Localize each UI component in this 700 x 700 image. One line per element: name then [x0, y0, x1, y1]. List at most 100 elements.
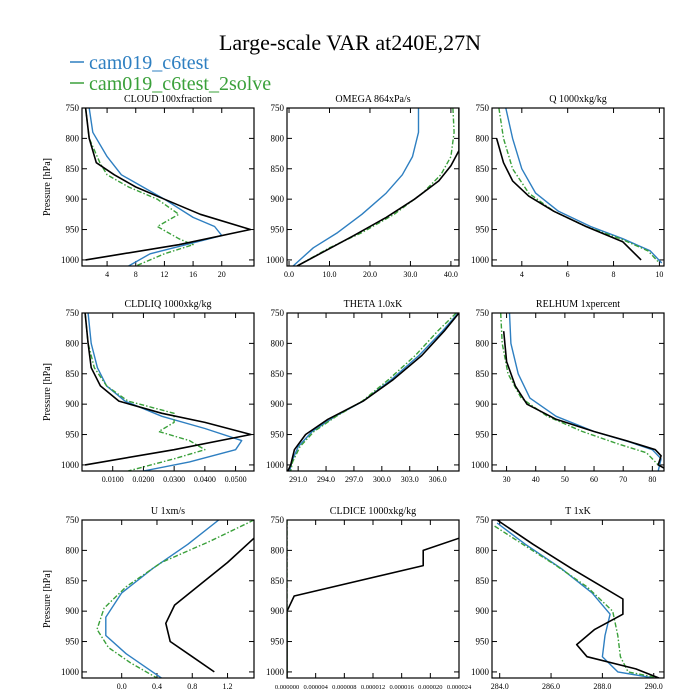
- x-tick-label: 0.0500: [225, 475, 247, 484]
- x-tick-label: 0.4: [152, 682, 162, 691]
- y-tick-label: 900: [476, 606, 490, 616]
- y-tick-label: 1000: [61, 667, 80, 677]
- x-tick-label: 30: [503, 475, 511, 484]
- y-tick-label: 750: [66, 515, 80, 525]
- y-tick-label: 1000: [266, 255, 285, 265]
- y-tick-label: 950: [66, 637, 80, 647]
- y-tick-label: 1000: [61, 255, 80, 265]
- y-tick-label: 850: [66, 369, 80, 379]
- x-tick-label: 20: [218, 270, 226, 279]
- x-tick-label: 8: [612, 270, 616, 279]
- panel-title: T 1xK: [565, 506, 591, 517]
- y-tick-label: 800: [476, 133, 490, 143]
- panel-5: THETA 1.0xK 750 800 850 900 950 1000 291.0 294.0…: [266, 299, 460, 484]
- series-group: [495, 108, 663, 264]
- y-tick-label: 850: [66, 576, 80, 586]
- x-tick-label: 10.0: [322, 270, 336, 279]
- y-tick-label: 900: [66, 194, 80, 204]
- y-tick-label: 950: [271, 225, 285, 235]
- series-line-reference: [287, 313, 459, 471]
- x-tick-label: 288.0: [593, 682, 611, 691]
- series-line-cam019_c6test_2solve: [84, 313, 206, 471]
- x-tick-label: 0.000008: [332, 684, 356, 691]
- x-tick-label: 4: [520, 270, 524, 279]
- panel-frame: [286, 312, 460, 472]
- panel-frame: [286, 519, 460, 679]
- y-tick-label: 800: [476, 338, 490, 348]
- panel-frame: [491, 107, 665, 267]
- y-tick-label: 900: [66, 606, 80, 616]
- x-tick-label: 0.0: [284, 270, 294, 279]
- panel-title: THETA 1.0xK: [344, 299, 403, 310]
- series-line-cam019_c6test: [105, 520, 220, 678]
- y-tick-label: 900: [271, 606, 285, 616]
- y-axis-label: Pressure [hPa]: [42, 570, 53, 628]
- y-tick-label: 750: [271, 308, 285, 318]
- series-line-cam019_c6test: [292, 108, 420, 266]
- series-line-reference: [287, 537, 459, 678]
- y-tick-label: 750: [66, 103, 80, 113]
- y-tick-label: 900: [476, 399, 490, 409]
- panel-frame: [286, 107, 460, 267]
- panel-4: CLDLIQ 1000xkg/kg Pressure [hPa] 750 800 850…: [42, 299, 255, 484]
- series-line-cam019_c6test: [505, 108, 663, 264]
- panel-2: OMEGA 864xPa/s 750 800 850 900 950 1000 0.0 10.0…: [266, 94, 460, 279]
- series-line-cam019_c6test: [88, 108, 223, 266]
- x-tick-label: 40.0: [444, 270, 458, 279]
- x-tick-label: 0.000016: [389, 684, 414, 691]
- panel-frame: [81, 519, 255, 679]
- x-tick-label: 40: [532, 475, 540, 484]
- panel-7: U 1xm/s Pressure [hPa] 750 800 850 900 950 1000…: [42, 506, 255, 691]
- x-tick-label: 297.0: [345, 475, 363, 484]
- series-line-reference: [165, 537, 254, 673]
- series-group: [96, 520, 254, 678]
- series-group: [494, 520, 660, 678]
- y-tick-label: 950: [476, 430, 490, 440]
- series-line-reference: [296, 108, 459, 266]
- legend-label-cam019_c6test_2solve: cam019_c6test_2solve: [89, 73, 271, 95]
- x-tick-label: 303.0: [401, 475, 419, 484]
- series-group: [287, 520, 459, 678]
- y-tick-label: 850: [271, 164, 285, 174]
- y-tick-label: 950: [271, 430, 285, 440]
- series-line-cam019_c6test_2solve: [500, 313, 659, 466]
- y-tick-label: 900: [271, 399, 285, 409]
- x-tick-label: 60: [590, 475, 598, 484]
- x-tick-label: 0.000000: [275, 684, 299, 691]
- x-tick-label: 0.000024: [447, 684, 472, 691]
- panel-1: CLOUD 100xfraction Pressure [hPa] 750 800 85…: [42, 94, 255, 279]
- y-tick-label: 850: [476, 576, 490, 586]
- series-line-reference: [84, 108, 252, 261]
- y-tick-label: 950: [66, 225, 80, 235]
- x-tick-label: 1.2: [223, 682, 233, 691]
- y-tick-label: 800: [66, 545, 80, 555]
- y-axis-label: Pressure [hPa]: [42, 158, 53, 216]
- x-tick-label: 0.0400: [194, 475, 216, 484]
- x-tick-label: 0.8: [187, 682, 197, 691]
- series-line-reference: [502, 331, 664, 469]
- y-tick-label: 1000: [471, 667, 490, 677]
- y-tick-label: 850: [476, 369, 490, 379]
- panel-title: CLDLIQ 1000xkg/kg: [125, 299, 212, 310]
- x-tick-label: 284.0: [491, 682, 509, 691]
- panel-title: U 1xm/s: [151, 506, 185, 517]
- y-tick-label: 750: [66, 308, 80, 318]
- y-tick-label: 850: [271, 576, 285, 586]
- x-tick-label: 0.000012: [361, 684, 385, 691]
- x-tick-label: 0.0: [117, 682, 127, 691]
- series-line-cam019_c6test: [496, 522, 654, 678]
- panel-frame: [491, 519, 665, 679]
- y-tick-label: 900: [66, 399, 80, 409]
- x-tick-label: 300.0: [373, 475, 391, 484]
- y-axis-label: Pressure [hPa]: [42, 363, 53, 421]
- series-group: [500, 313, 664, 471]
- series-line-cam019_c6test_2solve: [96, 520, 254, 678]
- series-line-cam019_c6test: [87, 313, 243, 471]
- y-tick-label: 750: [476, 103, 490, 113]
- series-group: [84, 108, 252, 266]
- y-tick-label: 850: [476, 164, 490, 174]
- y-tick-label: 1000: [61, 460, 80, 470]
